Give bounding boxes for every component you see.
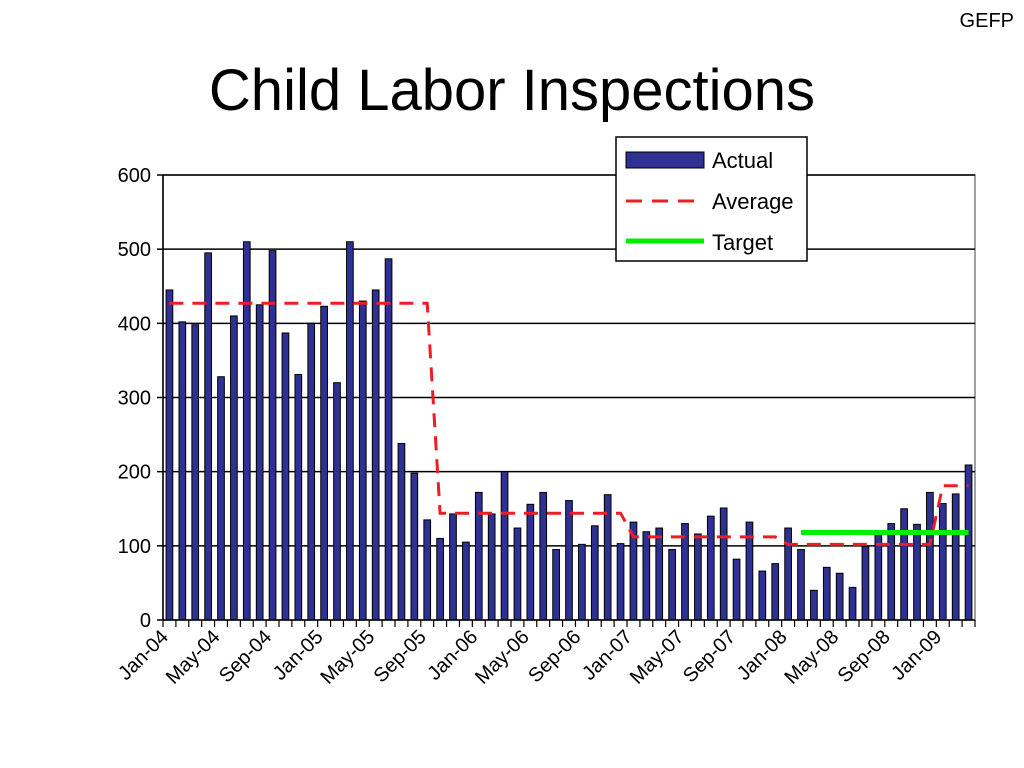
bar — [938, 503, 947, 621]
bar — [913, 523, 921, 621]
bar — [320, 305, 328, 621]
bar — [526, 503, 535, 621]
y-tick-label: 200 — [118, 462, 151, 484]
bar — [926, 491, 934, 621]
bar — [874, 532, 883, 621]
bar — [410, 472, 419, 621]
y-tick-label: 500 — [118, 239, 151, 261]
bar — [964, 464, 973, 621]
bar — [281, 332, 290, 621]
bar — [758, 570, 767, 621]
x-tick-label: Jan-09 — [888, 626, 947, 685]
x-tick-label: May-07 — [626, 626, 689, 689]
x-tick-label: May-08 — [781, 626, 844, 689]
bar — [732, 558, 741, 621]
bar — [616, 543, 625, 621]
bar — [513, 527, 522, 621]
x-tick-label: Sep-05 — [370, 626, 431, 687]
bar — [951, 493, 960, 621]
bar — [848, 586, 857, 621]
bar — [474, 491, 483, 621]
bar — [307, 322, 316, 621]
y-tick-label: 300 — [118, 388, 151, 410]
legend-label: Target — [712, 230, 773, 255]
bar — [642, 531, 651, 621]
bar — [552, 549, 560, 621]
y-tick-label: 100 — [118, 536, 151, 558]
x-tick-label: Sep-08 — [834, 626, 895, 687]
bar — [500, 471, 509, 621]
bar — [861, 546, 870, 621]
bar — [668, 549, 676, 621]
bar — [294, 374, 303, 621]
bar — [822, 566, 831, 621]
bar — [835, 572, 844, 621]
legend: Actual Average Target — [615, 136, 808, 262]
bar — [204, 252, 212, 621]
bar — [423, 519, 432, 621]
legend-label: Average — [712, 189, 794, 214]
bar — [590, 525, 599, 621]
bar — [230, 315, 238, 621]
bar — [346, 241, 354, 621]
y-tick-label: 400 — [118, 313, 151, 335]
bar — [165, 289, 174, 621]
average-line — [169, 301, 969, 546]
bar — [384, 258, 393, 621]
bar — [771, 563, 780, 621]
bar — [797, 549, 805, 621]
bar — [565, 500, 573, 621]
x-tick-label: Sep-07 — [679, 626, 740, 687]
bars — [165, 241, 973, 621]
bar — [719, 507, 728, 621]
bar — [191, 324, 200, 621]
bar — [694, 533, 702, 621]
x-tick-label: May-04 — [162, 626, 225, 689]
bar — [487, 513, 496, 621]
legend-swatch-actual — [625, 151, 705, 169]
bar — [178, 321, 187, 621]
bar — [578, 543, 586, 621]
x-tick-label: May-05 — [317, 626, 380, 689]
bar — [810, 589, 818, 621]
bar — [655, 527, 664, 621]
corner-tag: GEFP — [959, 10, 1014, 32]
bar — [706, 515, 715, 621]
bar — [539, 491, 548, 621]
y-tick-label: 0 — [140, 610, 151, 632]
y-tick-label: 600 — [118, 165, 151, 187]
bar — [449, 513, 457, 621]
bar — [333, 382, 341, 621]
bar — [358, 300, 367, 621]
bar — [900, 508, 908, 621]
bar — [462, 541, 470, 621]
bar — [371, 289, 380, 621]
bar — [255, 304, 264, 621]
bar — [397, 442, 406, 621]
bar — [242, 241, 251, 621]
page-title: Child Labor Inspections — [208, 58, 816, 123]
x-tick-label: May-06 — [471, 626, 534, 689]
x-tick-label: Sep-04 — [215, 626, 276, 687]
bar — [887, 523, 896, 621]
bar — [436, 537, 444, 621]
bar — [217, 376, 225, 621]
bar — [268, 250, 277, 621]
x-tick-label: Sep-06 — [524, 626, 585, 687]
series-lines — [169, 301, 969, 546]
legend-label: Actual — [712, 148, 773, 173]
